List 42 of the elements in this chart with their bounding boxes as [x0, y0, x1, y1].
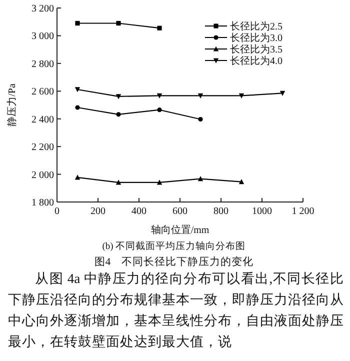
point [156, 93, 162, 99]
x-tick-label: 0 [54, 206, 60, 217]
x-axis-title: 轴向位置/mm [150, 224, 210, 236]
y-tick-label: 2 800 [32, 58, 54, 70]
point [74, 174, 80, 180]
y-tick-label: 2 000 [32, 170, 54, 181]
y-tick-label: 3 200 [32, 4, 54, 14]
x-tick-label: 1 200 [292, 206, 314, 217]
x-tick-label: 1000 [252, 206, 272, 217]
x-tick-label: 800 [214, 206, 228, 217]
point [280, 90, 286, 96]
point [116, 180, 122, 185]
point [157, 108, 162, 112]
point [157, 26, 162, 30]
point [198, 116, 203, 122]
text: (b) 不同截面平均压力轴向分布图 [102, 240, 246, 252]
y-tick-label: 2 600 [32, 86, 54, 98]
text: 图4 不同长径比下静压力的变化 [94, 255, 254, 268]
legend-label: 长径比为2.5 [230, 20, 282, 32]
legend-label: 长径比为4.0 [230, 55, 282, 67]
point [75, 20, 80, 26]
x-tick-label: 600 [172, 206, 188, 217]
legend-label: 长径比为3.5 [230, 44, 282, 56]
y-axis-title: 静压力/Pa [6, 83, 18, 126]
point [198, 176, 204, 182]
x-tick-label: 400 [132, 206, 146, 217]
y-tick-label: 3 000 [32, 31, 54, 42]
point [75, 105, 80, 110]
text: 从图 4a 中静压力的径向分布可以看出,不同长径比下静压沿径向的分布规律基本一致，即静压力沿径向从中心向外逐渐增加，基本呈线性分布，自由液面处静压最小，在转鼓壁面处达到最大值，说 [8, 270, 344, 351]
point [74, 87, 80, 92]
x-tick-label: 200 [90, 206, 106, 217]
y-tick-label: 2 400 [32, 114, 54, 126]
point [116, 112, 121, 117]
point [156, 180, 162, 185]
point [116, 20, 121, 26]
point [238, 93, 244, 99]
point [116, 94, 122, 100]
y-tick-label: 1 800 [32, 198, 54, 208]
point [198, 93, 204, 99]
legend-label: 长径比为3.0 [230, 32, 282, 44]
y-tick-label: 2 200 [32, 142, 54, 154]
point [238, 178, 244, 184]
